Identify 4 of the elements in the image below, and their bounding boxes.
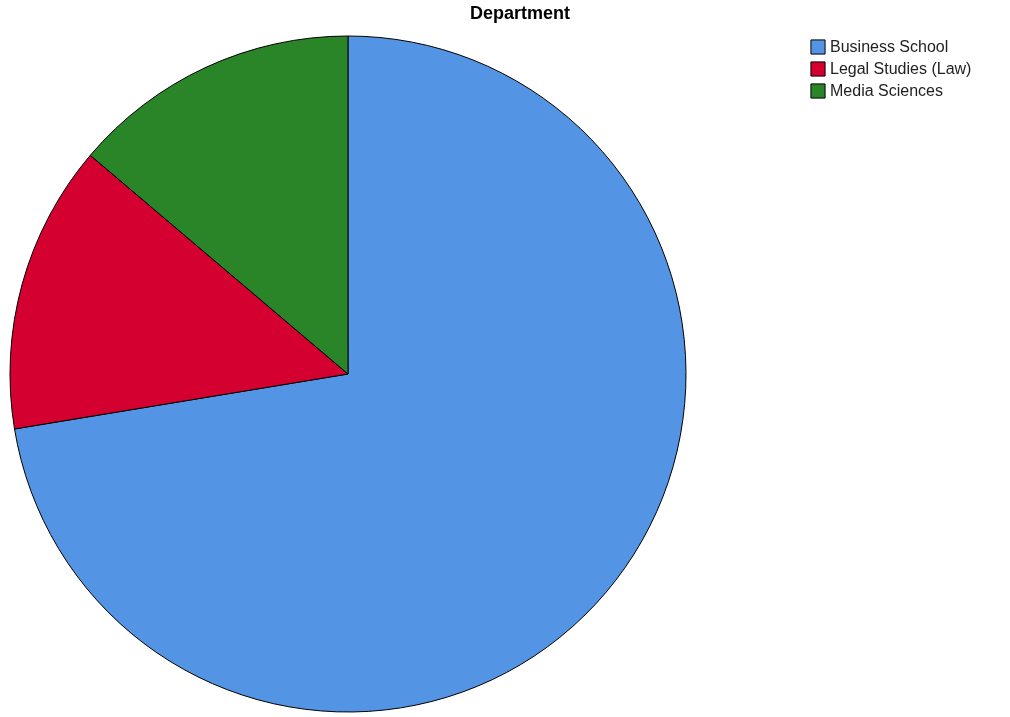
chart-title: Department bbox=[469, 3, 571, 23]
legend-label: Business School bbox=[830, 38, 949, 55]
legend-label: Media Sciences bbox=[830, 82, 943, 99]
legend-label: Legal Studies (Law) bbox=[830, 60, 972, 77]
